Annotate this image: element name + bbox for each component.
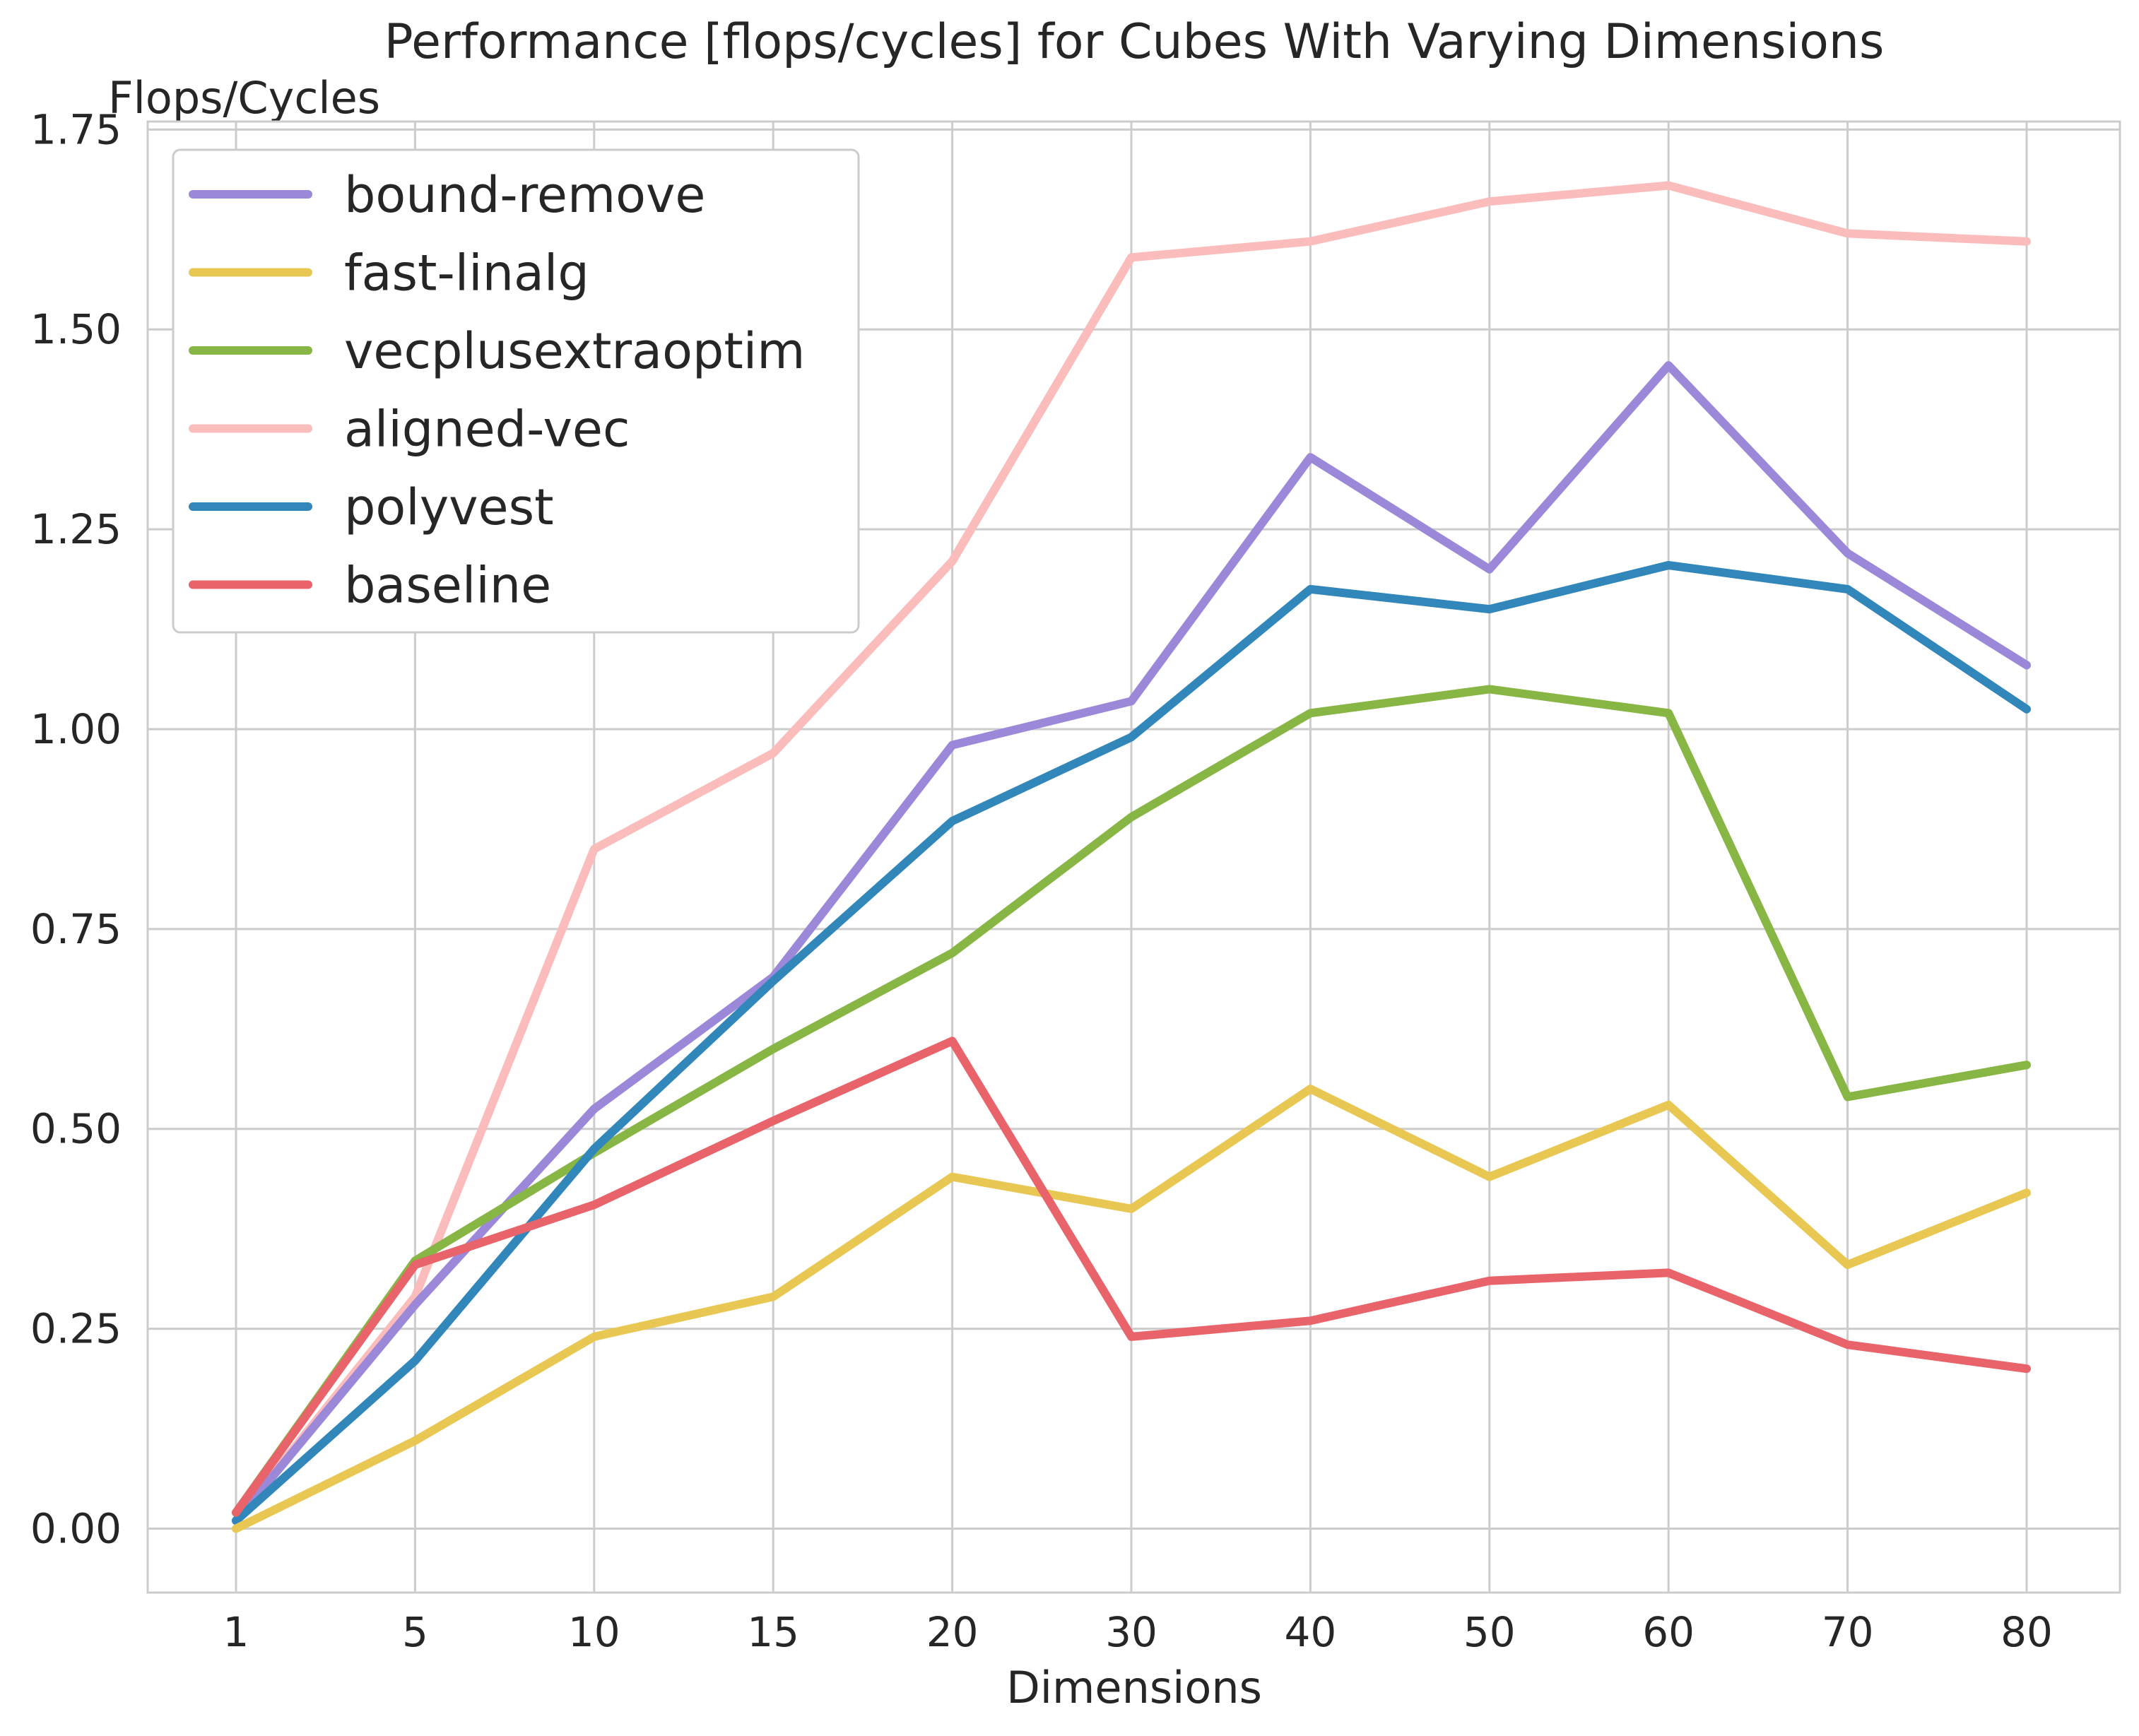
legend: bound-remove fast-linalg vecplusextraoptim… bbox=[172, 148, 860, 634]
x-tick-label: 40 bbox=[1284, 1608, 1336, 1656]
x-tick-label: 50 bbox=[1463, 1608, 1516, 1656]
y-tick-label: 0.00 bbox=[30, 1504, 122, 1552]
y-axis-label: Flops/Cycles bbox=[108, 72, 380, 124]
x-tick-label: 70 bbox=[1822, 1608, 1874, 1656]
x-tick-label: 80 bbox=[2000, 1608, 2053, 1656]
legend-label: polyvest bbox=[344, 478, 554, 536]
y-tick-label: 1.50 bbox=[30, 305, 122, 353]
legend-frame bbox=[172, 148, 860, 634]
x-tick-label: 30 bbox=[1105, 1608, 1157, 1656]
x-tick-label: 1 bbox=[223, 1608, 249, 1656]
series-line-polyvest bbox=[232, 561, 2031, 1525]
chart-title: Performance [flops/cycles] for Cubes Wit… bbox=[384, 14, 1885, 70]
series-line-bound-remove bbox=[232, 361, 2031, 1525]
x-tick-label: 5 bbox=[402, 1608, 428, 1656]
gridlines bbox=[148, 122, 2120, 1593]
y-tick-label: 1.25 bbox=[30, 505, 122, 553]
series-line-fast-linalg bbox=[232, 1085, 2031, 1533]
legend-label: bound-remove bbox=[344, 166, 706, 224]
legend-label: aligned-vec bbox=[344, 401, 630, 459]
legend-label: vecplusextraoptim bbox=[344, 322, 805, 380]
legend-label: baseline bbox=[344, 557, 551, 615]
y-tick-label: 1.00 bbox=[30, 705, 122, 753]
x-tick-label: 15 bbox=[747, 1608, 799, 1656]
x-tick-label: 60 bbox=[1642, 1608, 1695, 1656]
series-lines bbox=[232, 181, 2031, 1533]
y-tick-labels: 0.00 0.25 0.50 0.75 1.00 1.25 1.50 1.75 bbox=[30, 105, 122, 1552]
legend-label: fast-linalg bbox=[344, 244, 589, 302]
series-line-baseline bbox=[232, 1037, 2031, 1517]
x-tick-label: 20 bbox=[926, 1608, 979, 1656]
x-axis-label: Dimensions bbox=[1006, 1662, 1262, 1713]
plot-frame bbox=[146, 120, 2121, 1594]
series-line-aligned-vec bbox=[232, 181, 2031, 1525]
y-tick-label: 0.75 bbox=[30, 905, 122, 953]
y-tick-label: 0.50 bbox=[30, 1105, 122, 1153]
y-tick-label: 1.75 bbox=[30, 105, 122, 153]
y-tick-label: 0.25 bbox=[30, 1305, 122, 1353]
x-tick-label: 10 bbox=[568, 1608, 620, 1656]
series-line-vecplusextraoptim bbox=[232, 685, 2031, 1517]
x-tick-labels: 1 5 10 15 20 30 40 50 60 70 80 bbox=[223, 1608, 2053, 1656]
